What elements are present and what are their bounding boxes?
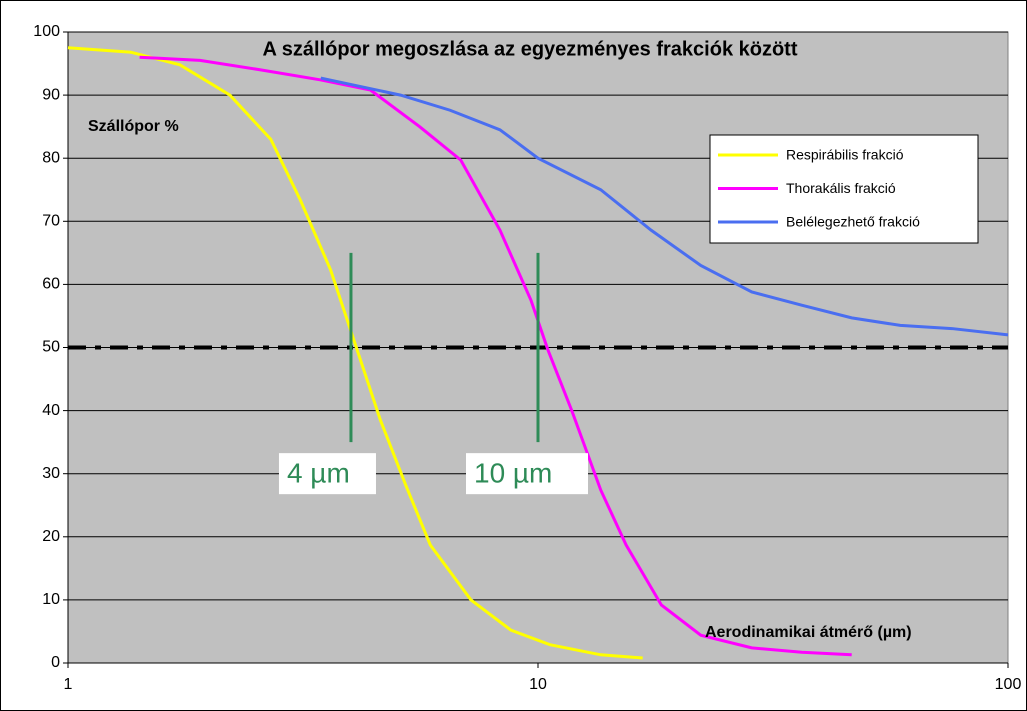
x-tick-label: 10 (529, 676, 547, 693)
chart-title: A szállópor megoszlása az egyezményes fr… (262, 38, 797, 60)
y-tick-label: 50 (42, 339, 60, 356)
y-tick-label: 10 (42, 591, 60, 608)
y-tick-label: 0 (51, 654, 60, 671)
y-tick-label: 60 (42, 276, 60, 293)
legend-label: Respirábilis frakció (786, 147, 904, 163)
x-tick-label: 1 (64, 676, 73, 693)
legend-label: Thorakális frakció (786, 180, 896, 196)
x-tick-label: 100 (995, 676, 1022, 693)
y-tick-label: 20 (42, 528, 60, 545)
x-axis-label: Aerodinamikai átmérő (µm) (705, 624, 912, 641)
y-tick-label: 40 (42, 402, 60, 419)
y-tick-label: 30 (42, 465, 60, 482)
annotation-box (278, 453, 376, 495)
annotation-label: 10 µm (474, 458, 552, 489)
data-line (67, 46, 643, 660)
y-tick-label: 90 (42, 86, 60, 103)
annotation-label: 4 µm (287, 458, 350, 489)
y-tick-label: 100 (33, 23, 60, 40)
y-tick-label: 70 (42, 213, 60, 230)
legend-label: Belélegezhető frakció (786, 214, 920, 230)
y-tick-label: 80 (42, 149, 60, 166)
annotation-box (466, 453, 588, 495)
y-axis-label: Szállópor % (88, 118, 179, 135)
data-line (320, 76, 1009, 337)
